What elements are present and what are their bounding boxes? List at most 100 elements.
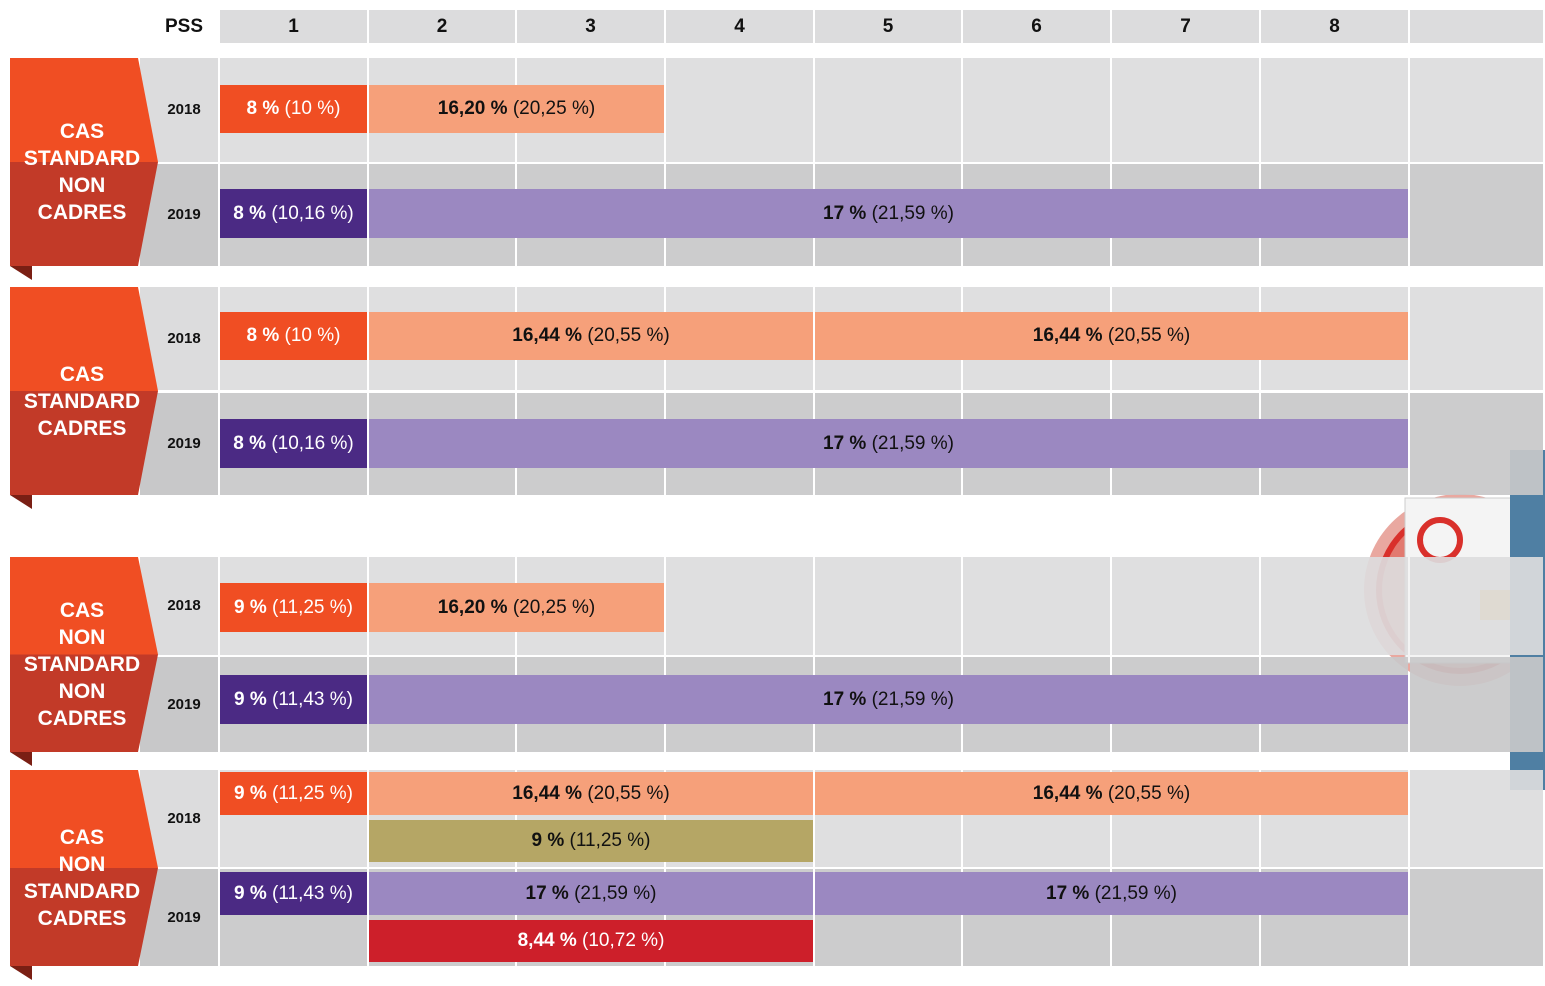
header-cell: 3 — [517, 10, 664, 43]
group-label-line: STANDARD — [12, 388, 152, 415]
group-label-line: NON — [12, 678, 152, 705]
bar: 8 % (10,16 %) — [220, 419, 367, 468]
bar: 8 % (10,16 %) — [220, 189, 367, 238]
page: {"header": {"label": "PSS", "columns": [… — [0, 0, 1545, 973]
bar-value: 9 % — [234, 689, 267, 711]
group-label-line: CAS — [12, 118, 152, 145]
bar-note: (11,25 %) — [272, 783, 353, 805]
band-cell — [1410, 770, 1543, 867]
bar-note: (20,25 %) — [513, 98, 595, 120]
year-label: 2018 — [154, 330, 214, 347]
bar: 16,44 % (20,55 %) — [369, 312, 813, 360]
bar: 9 % (11,25 %) — [220, 772, 367, 815]
header-cell: 5 — [815, 10, 961, 43]
bar-value: 17 % — [1046, 883, 1089, 905]
year-label: 2019 — [154, 909, 214, 926]
band-cell — [815, 58, 961, 162]
bar-value: 16,44 % — [512, 783, 582, 805]
group-label-line: NON — [12, 624, 152, 651]
bar: 8 % (10 %) — [220, 312, 367, 360]
year-label: 2019 — [154, 206, 214, 223]
band-cell — [1410, 869, 1543, 966]
header-cell: 8 — [1261, 10, 1408, 43]
group-label-line: CAS — [12, 597, 152, 624]
bar-note: (20,55 %) — [587, 325, 669, 347]
band-cell — [963, 557, 1110, 655]
bar: 17 % (21,59 %) — [369, 419, 1408, 468]
band-cell — [1410, 164, 1543, 266]
bar-value: 8 % — [247, 325, 280, 347]
bar-note: (21,59 %) — [872, 433, 954, 455]
group-label-line: STANDARD — [12, 878, 152, 905]
band-cell — [1261, 557, 1408, 655]
bar-note: (20,55 %) — [1108, 325, 1190, 347]
bar-note: (11,25 %) — [272, 597, 353, 619]
year-label: 2019 — [154, 435, 214, 452]
bar-value: 8 % — [247, 98, 280, 120]
group-label-line: CAS — [12, 824, 152, 851]
band-cell — [1410, 287, 1543, 390]
bar-note: (10,16 %) — [271, 433, 353, 455]
bar-note: (11,25 %) — [570, 830, 651, 852]
header-cell: 4 — [666, 10, 813, 43]
bar: 9 % (11,43 %) — [220, 872, 367, 915]
header-cell: 2 — [369, 10, 515, 43]
group-label-line: CADRES — [12, 905, 152, 932]
banner-fold — [10, 966, 32, 980]
band-cell — [1410, 557, 1543, 655]
year-label: 2018 — [154, 597, 214, 614]
year-label: 2018 — [154, 810, 214, 827]
group-label-line: CADRES — [12, 705, 152, 732]
group-label-line: CADRES — [12, 199, 152, 226]
bar: 9 % (11,25 %) — [220, 583, 367, 632]
group-label-line: CADRES — [12, 415, 152, 442]
bar-note: (21,59 %) — [1095, 883, 1177, 905]
bar-value: 9 % — [234, 883, 267, 905]
banner-fold — [10, 752, 32, 766]
bar-value: 8 % — [233, 203, 266, 225]
group-label-line: NON — [12, 172, 152, 199]
band-cell — [1410, 58, 1543, 162]
bar-value: 17 % — [823, 689, 866, 711]
bar: 9 % (11,43 %) — [220, 675, 367, 724]
bar-note: (20,55 %) — [587, 783, 669, 805]
bar-value: 9 % — [234, 783, 267, 805]
header-cell — [1410, 10, 1543, 43]
bar-note: (10,16 %) — [271, 203, 353, 225]
band-cell — [963, 58, 1110, 162]
bar-value: 8,44 % — [518, 930, 577, 952]
band-cell — [666, 557, 813, 655]
bar-value: 16,20 % — [438, 98, 508, 120]
bar-value: 9 % — [532, 830, 565, 852]
bar: 16,44 % (20,55 %) — [369, 772, 813, 815]
bar: 16,20 % (20,25 %) — [369, 583, 664, 632]
bar-value: 17 % — [823, 433, 866, 455]
bar-note: (21,59 %) — [872, 203, 954, 225]
bar: 8,44 % (10,72 %) — [369, 920, 813, 962]
bar: 16,44 % (20,55 %) — [815, 772, 1408, 815]
bar-note: (21,59 %) — [872, 689, 954, 711]
band-cell — [1410, 393, 1543, 495]
bar: 17 % (21,59 %) — [815, 872, 1408, 915]
header-cell: 6 — [963, 10, 1110, 43]
bar: 17 % (21,59 %) — [369, 872, 813, 915]
bar-note: (10,72 %) — [582, 930, 664, 952]
header-label: PSS — [150, 10, 218, 43]
band-cell — [1410, 657, 1543, 752]
bar-value: 16,20 % — [438, 597, 508, 619]
band-cell — [666, 58, 813, 162]
bar: 16,20 % (20,25 %) — [369, 85, 664, 133]
group-label-line: STANDARD — [12, 145, 152, 172]
header-cell: 7 — [1112, 10, 1259, 43]
bar-value: 17 % — [526, 883, 569, 905]
bar-note: (20,25 %) — [513, 597, 595, 619]
year-label: 2018 — [154, 101, 214, 118]
banner-fold — [10, 495, 32, 509]
group-label: CASNONSTANDARDCADRES — [12, 824, 152, 932]
bar-note: (10 %) — [285, 325, 341, 347]
bar-note: (10 %) — [285, 98, 341, 120]
band-cell — [815, 557, 961, 655]
